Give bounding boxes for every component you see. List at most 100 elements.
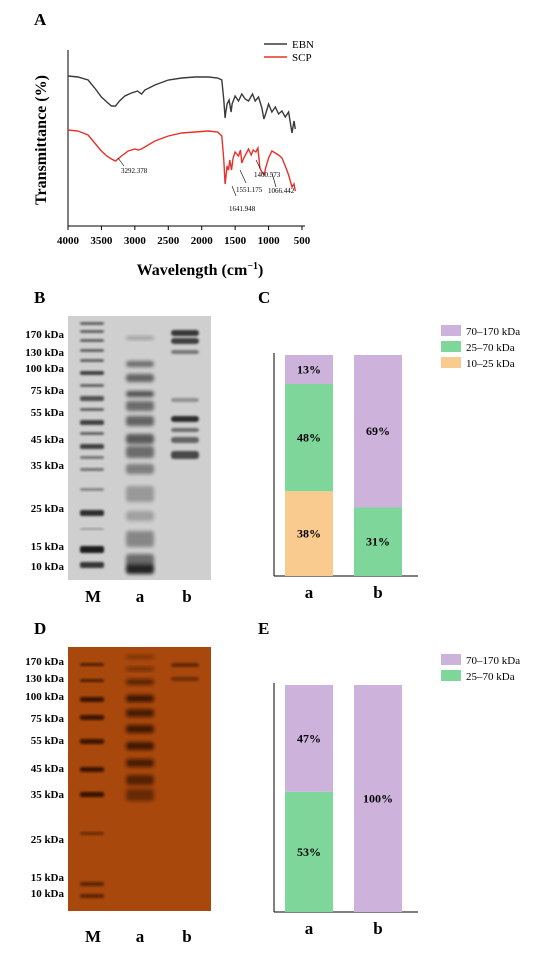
legend-label: 70–170 kDa <box>466 655 520 667</box>
marker-label: 35 kDa <box>31 460 65 472</box>
bar-segment-label: 53% <box>297 845 321 859</box>
marker-label: 15 kDa <box>31 872 65 884</box>
gel-band <box>171 437 199 443</box>
gel-band <box>171 338 199 344</box>
gel-band <box>126 416 154 426</box>
legend-swatch <box>441 670 461 681</box>
gel-band <box>126 401 154 411</box>
gel-band <box>126 759 154 767</box>
legend-swatch <box>441 654 461 665</box>
gel-band <box>126 695 154 702</box>
gel-d-bands <box>80 655 199 898</box>
ftir-x-tick-label: 3500 <box>90 235 113 247</box>
bar-segment-label: 47% <box>297 731 321 745</box>
ftir-y-axis-title: Transmittance (%) <box>33 75 50 205</box>
gel-band <box>126 725 154 733</box>
gel-band <box>80 528 104 530</box>
gel-band <box>126 446 154 458</box>
bar-segment <box>354 685 402 912</box>
gel-b-lane-m: M <box>85 587 101 606</box>
gel-band <box>126 775 154 785</box>
stacked-bar-chart-c: 38% 48% 13% a 31% 69% b 70–170 kDa 25–70 kDa 10–2… <box>273 325 520 602</box>
scp-series-line <box>67 129 296 192</box>
legend-label: 70–170 kDa <box>466 326 520 338</box>
marker-label: 25 kDa <box>31 503 65 515</box>
gel-band <box>171 663 199 667</box>
ftir-x-tick-label: 500 <box>294 235 311 247</box>
ftir-ticks: 4000 3500 3000 2500 2000 1500 1000 500 <box>57 226 311 247</box>
gel-band <box>171 330 199 336</box>
gel-band <box>126 709 154 717</box>
gel-band <box>126 564 154 574</box>
gel-d <box>68 647 211 911</box>
marker-label: 15 kDa <box>31 541 65 553</box>
gel-band <box>80 408 104 411</box>
marker-label: 10 kDa <box>31 888 65 900</box>
bar-segment-label: 69% <box>366 424 390 438</box>
gel-d-lane-m: M <box>85 927 101 946</box>
gel-d-lane-a: a <box>136 927 145 946</box>
gel-band <box>126 464 154 474</box>
gel-band <box>80 420 104 425</box>
legend-label: 25–70 kDa <box>466 671 515 683</box>
gel-band <box>126 679 154 685</box>
gel-band <box>80 663 104 666</box>
legend-swatch <box>441 325 461 336</box>
gel-band <box>80 330 104 333</box>
gel-b-lane-b: b <box>182 587 191 606</box>
marker-label: 100 kDa <box>25 691 64 703</box>
legend-label: 10–25 kDa <box>466 358 515 370</box>
bar-segment <box>354 355 402 508</box>
gel-band <box>171 451 199 459</box>
gel-band <box>126 667 154 671</box>
bar-segment <box>285 355 333 385</box>
bar-category-label: b <box>373 919 382 938</box>
gel-d-lane-b: b <box>182 927 191 946</box>
legend-ebn-label: EBN <box>292 39 314 51</box>
legend-label: 25–70 kDa <box>466 342 515 354</box>
marker-label: 75 kDa <box>31 713 65 725</box>
legend-swatch <box>441 357 461 368</box>
marker-label: 130 kDa <box>25 347 64 359</box>
ftir-x-tick-label: 3000 <box>124 235 147 247</box>
gel-band <box>80 396 104 401</box>
bar-segment-label: 100% <box>363 792 393 806</box>
bar-category-label: a <box>305 583 314 602</box>
gel-band <box>80 339 104 342</box>
gel-band <box>80 444 104 449</box>
gel-band <box>80 894 104 898</box>
gel-band <box>80 349 104 352</box>
ftir-x-tick-label: 1000 <box>258 235 281 247</box>
gel-band <box>126 655 154 659</box>
peak-leader-2 <box>231 185 237 197</box>
peak-label-1641: 1641.948 <box>229 205 256 213</box>
bar-segment <box>285 384 333 492</box>
gel-band <box>126 361 154 367</box>
gel-band <box>80 832 104 835</box>
gel-band <box>80 715 104 720</box>
marker-label: 35 kDa <box>31 789 65 801</box>
marker-label: 130 kDa <box>25 673 64 685</box>
ftir-x-tick-label: 2000 <box>191 235 214 247</box>
gel-band <box>80 322 104 325</box>
panel-label-a: A <box>34 10 47 29</box>
gel-band <box>80 697 104 702</box>
gel-band <box>80 679 104 682</box>
peak-label-3292: 3292.378 <box>121 167 148 175</box>
peak-label-1400: 1400.573 <box>254 171 281 179</box>
marker-label: 55 kDa <box>31 735 65 747</box>
gel-band <box>171 398 199 402</box>
panel-label-b: B <box>34 288 45 307</box>
marker-label: 45 kDa <box>31 434 65 446</box>
peak-leader-3 <box>239 169 247 184</box>
gel-band <box>126 531 154 547</box>
marker-label: 55 kDa <box>31 407 65 419</box>
peak-label-1066: 1066.442 <box>268 187 295 195</box>
gel-band <box>80 384 104 387</box>
gel-band <box>126 434 154 444</box>
peak-leader-1 <box>117 157 125 167</box>
gel-band <box>171 416 199 422</box>
gel-band <box>126 374 154 382</box>
gel-band <box>80 468 104 471</box>
ftir-chart: 4000 3500 3000 2500 2000 1500 1000 500 3292.378… <box>33 39 314 279</box>
